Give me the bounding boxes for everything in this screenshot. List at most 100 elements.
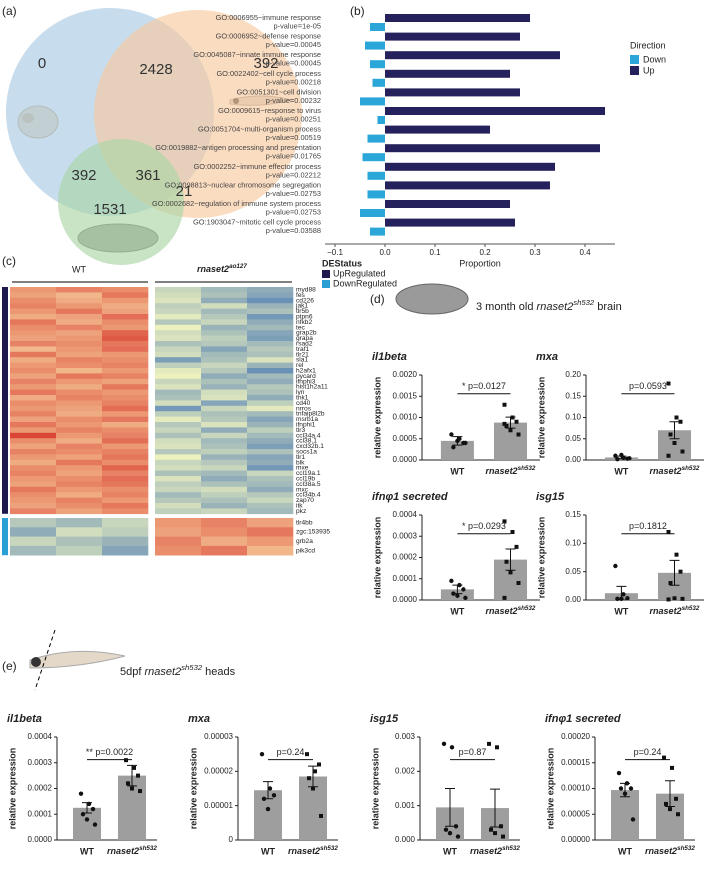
heat-cell <box>10 454 57 461</box>
heat-cell <box>201 486 248 493</box>
heat-cell <box>201 411 248 417</box>
heat-cell <box>102 527 149 537</box>
heat-cell <box>102 427 149 434</box>
gene-label: grb2a <box>296 538 313 545</box>
heat-cell <box>56 527 103 537</box>
gene-label: tec <box>296 324 305 331</box>
heat-cell <box>247 373 294 380</box>
data-point <box>132 765 136 770</box>
gene-label: ccl19a.1 <box>296 470 321 477</box>
heat-cell <box>155 357 202 363</box>
heat-cell <box>102 405 149 412</box>
gene-label: nrros <box>296 405 312 412</box>
bar <box>440 440 474 460</box>
heat-cell <box>155 341 202 347</box>
data-point <box>622 791 628 796</box>
heat-cell <box>247 308 294 315</box>
data-point <box>461 587 466 592</box>
bar <box>385 162 555 171</box>
go-term: GO:0022402~cell cycle process <box>216 69 321 78</box>
heat-cell <box>201 314 248 320</box>
heat-cell <box>10 449 57 455</box>
gene-label: zgc:153935 <box>296 529 330 536</box>
heat-cell <box>10 536 57 547</box>
bar <box>385 32 520 41</box>
heat-cell <box>102 454 149 461</box>
panel-header: 5dpf rnaset2sh532 heads <box>120 663 236 678</box>
heat-cell <box>155 518 202 528</box>
x-tick-label: rnaset2sh532 <box>288 845 338 856</box>
venn-count: 392 <box>253 55 278 72</box>
text-part: rnaset2 <box>650 466 682 476</box>
heat-cell <box>155 389 202 396</box>
heat-cell <box>10 427 57 434</box>
gene-label: ccl38.1 <box>296 438 317 445</box>
heat-cell <box>10 486 57 493</box>
heat-cell <box>201 319 248 326</box>
gene-label: ccl34a.4 <box>296 432 321 439</box>
cut-line <box>34 629 56 691</box>
heat-cell <box>10 438 57 444</box>
gene-label: fes <box>296 292 305 299</box>
text-part: sh532 <box>181 663 203 672</box>
heat-cell <box>247 438 294 444</box>
data-point <box>502 421 507 426</box>
bar <box>367 134 385 143</box>
heat-cell <box>155 492 202 498</box>
go-pvalue: p-value=0.00045 <box>266 59 321 68</box>
heat-cell <box>56 395 103 401</box>
heat-cell <box>102 395 149 401</box>
heat-cell <box>201 297 248 304</box>
bar <box>370 23 385 31</box>
legend-swatch <box>630 55 639 64</box>
heat-cell <box>201 449 248 455</box>
gene-label: msrb1a <box>296 416 318 423</box>
y-tick-label: 0.0002 <box>393 553 418 562</box>
text-part: heads <box>202 666 236 678</box>
panel-label: (e) <box>2 659 17 673</box>
data-point <box>514 419 519 424</box>
heat-cell <box>247 470 294 477</box>
heat-cell <box>155 411 202 417</box>
status-bar <box>2 518 8 556</box>
x-tick-label: 0.3 <box>529 248 541 257</box>
data-point <box>613 563 618 569</box>
gene-label: sla1 <box>296 357 308 364</box>
data-point <box>502 402 507 407</box>
y-tick-label: 0.00015 <box>561 758 590 767</box>
panel-label: (c) <box>2 254 16 268</box>
heat-cell <box>155 335 202 342</box>
data-point <box>443 827 449 832</box>
y-tick-label: 0 <box>229 835 234 844</box>
heat-cell <box>56 454 103 461</box>
heat-cell <box>102 503 149 509</box>
heat-cell <box>56 503 103 509</box>
heat-cell <box>56 465 103 471</box>
heat-cell <box>56 492 103 498</box>
heat-cell <box>102 545 149 556</box>
heat-cell <box>247 459 294 466</box>
heat-cell <box>155 443 202 450</box>
data-point <box>502 595 507 600</box>
heat-cell <box>102 438 149 444</box>
y-tick-label: 0.10 <box>565 413 581 422</box>
data-point <box>628 786 634 791</box>
sig-annotation: p=0.24 <box>634 747 662 757</box>
chart-title: isg15 <box>370 713 399 725</box>
heat-cell <box>10 341 57 347</box>
y-tick-label: 0.05 <box>565 567 581 576</box>
y-tick-label: 0.00020 <box>561 732 590 741</box>
data-point <box>624 781 630 786</box>
heat-cell <box>155 503 202 509</box>
y-tick-label: 0.0004 <box>393 510 418 519</box>
heat-cell <box>155 400 202 407</box>
go-pvalue: p-value=0.00218 <box>266 77 321 86</box>
heat-cell <box>10 314 57 320</box>
heat-cell <box>201 400 248 407</box>
heat-cell <box>201 432 248 439</box>
heat-cell <box>10 384 57 390</box>
go-pvalue: p-value=0.01765 <box>266 152 321 161</box>
heat-cell <box>56 545 103 556</box>
gene-label: socs1a <box>296 448 317 455</box>
heat-cell <box>10 351 57 358</box>
